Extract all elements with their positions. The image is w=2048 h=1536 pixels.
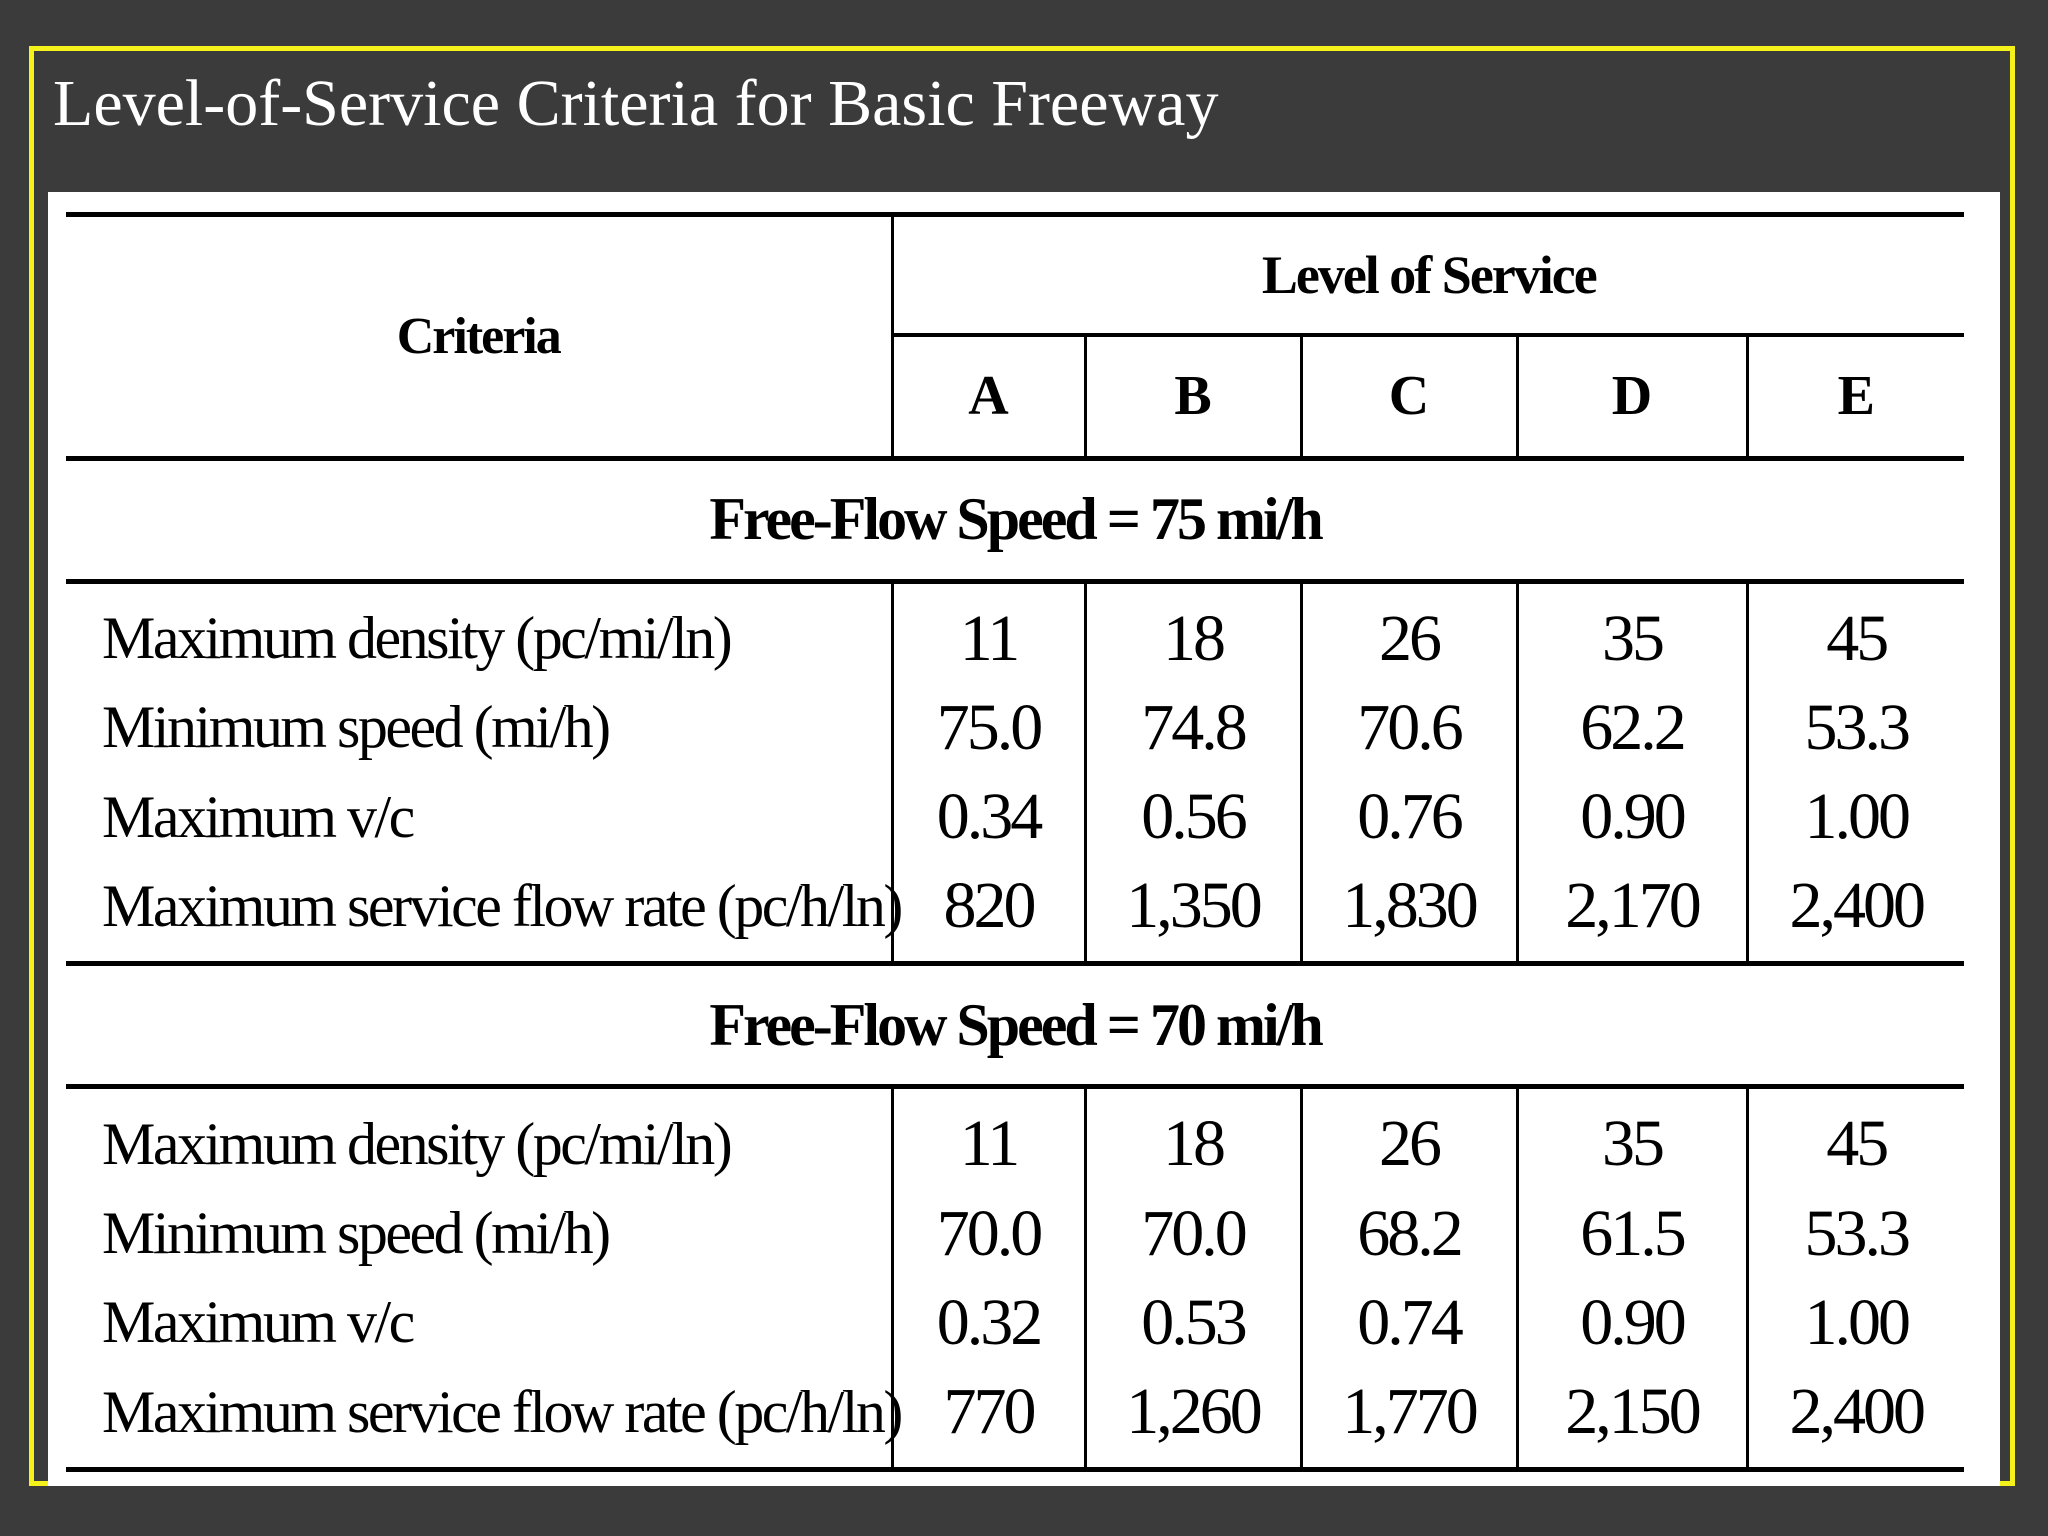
table-cell: 61.5 bbox=[1515, 1189, 1747, 1279]
table-cell: 2,150 bbox=[1515, 1367, 1747, 1470]
table-cell: 1,830 bbox=[1299, 861, 1517, 964]
table-cell: 45 bbox=[1745, 1086, 1965, 1190]
table-cell: 1.00 bbox=[1745, 772, 1965, 862]
criterion-label: Maximum v/c bbox=[102, 783, 415, 850]
table-header-row: Criteria Level of Service bbox=[66, 212, 1965, 458]
section-heading: Free-Flow Speed = 70 mi/h bbox=[66, 961, 1965, 1090]
table-cell: 11 bbox=[890, 581, 1085, 684]
table-row: Maximum v/c 0.32 0.53 0.74 0.90 1.00 bbox=[66, 1278, 1965, 1368]
table-cell: 74.8 bbox=[1083, 683, 1301, 773]
table-cell: 18 bbox=[1083, 1086, 1301, 1190]
table-row: Maximum density (pc/mi/ln) 11 18 26 35 4… bbox=[66, 1086, 1965, 1190]
table-cell: 1.00 bbox=[1745, 1278, 1965, 1368]
table-row: Maximum service flow rate (pc/h/ln) 820 … bbox=[66, 861, 1965, 964]
criterion-label: Maximum density (pc/mi/ln) bbox=[102, 605, 733, 672]
criterion-label: Minimum speed (mi/h) bbox=[102, 1200, 611, 1267]
table-cell: 1,260 bbox=[1083, 1367, 1301, 1470]
table-cell: 0.32 bbox=[890, 1278, 1085, 1368]
bottom-rule-cell bbox=[66, 1467, 1965, 1474]
table-cell: 53.3 bbox=[1745, 683, 1965, 773]
criterion-label: Minimum speed (mi/h) bbox=[102, 694, 611, 761]
table-cell: 70.6 bbox=[1299, 683, 1517, 773]
table-cell: 0.90 bbox=[1515, 1278, 1747, 1368]
slide-title: Level-of-Service Criteria for Basic Free… bbox=[53, 67, 1219, 140]
table-cell: 53.3 bbox=[1745, 1189, 1965, 1279]
table-cell: 18 bbox=[1083, 581, 1301, 684]
section-heading-row: Free-Flow Speed = 70 mi/h bbox=[66, 961, 1965, 1090]
table-row: Minimum speed (mi/h) 75.0 74.8 70.6 62.2… bbox=[66, 683, 1965, 773]
table-cell: 770 bbox=[890, 1367, 1085, 1470]
table-cell: 70.0 bbox=[890, 1189, 1085, 1279]
table-bottom-rule bbox=[66, 1467, 1965, 1474]
section-heading-row: Free-Flow Speed = 75 mi/h bbox=[66, 455, 1965, 584]
criterion-label: Maximum service flow rate (pc/h/ln) bbox=[102, 1378, 903, 1445]
table-row: Maximum density (pc/mi/ln) 11 18 26 35 4… bbox=[66, 581, 1965, 684]
table-row: Maximum v/c 0.34 0.56 0.76 0.90 1.00 bbox=[66, 772, 1965, 862]
table-cell: 26 bbox=[1299, 1086, 1517, 1190]
table-cell: 26 bbox=[1299, 581, 1517, 684]
level-header-a: A bbox=[890, 335, 1085, 458]
criterion-label: Maximum v/c bbox=[102, 1289, 415, 1356]
table-cell: 70.0 bbox=[1083, 1189, 1301, 1279]
table-cell: 0.34 bbox=[890, 772, 1085, 862]
table-cell: 2,400 bbox=[1745, 1367, 1965, 1470]
level-header-d: D bbox=[1515, 335, 1747, 458]
table-cell: 2,400 bbox=[1745, 861, 1965, 964]
table-cell: 11 bbox=[890, 1086, 1085, 1190]
table-cell: 0.90 bbox=[1515, 772, 1747, 862]
table-cell: 820 bbox=[890, 861, 1085, 964]
criteria-header: Criteria bbox=[66, 212, 892, 458]
table-cell: 0.53 bbox=[1083, 1278, 1301, 1368]
level-header-e: E bbox=[1745, 335, 1965, 458]
table-cell: 1,350 bbox=[1083, 861, 1301, 964]
section-heading: Free-Flow Speed = 75 mi/h bbox=[66, 455, 1965, 584]
table-cell: 0.56 bbox=[1083, 772, 1301, 862]
table-cell: 2,170 bbox=[1515, 861, 1747, 964]
table-panel: Criteria Level of Service A B C D E Free… bbox=[48, 192, 2000, 1486]
level-of-service-header: Level of Service bbox=[890, 212, 1965, 338]
table-cell: 0.76 bbox=[1299, 772, 1517, 862]
table-cell: 1,770 bbox=[1299, 1367, 1517, 1470]
criterion-label: Maximum service flow rate (pc/h/ln) bbox=[102, 872, 903, 939]
table-cell: 0.74 bbox=[1299, 1278, 1517, 1368]
level-header-b: B bbox=[1083, 335, 1301, 458]
table-cell: 45 bbox=[1745, 581, 1965, 684]
table-cell: 62.2 bbox=[1515, 683, 1747, 773]
criterion-label: Maximum density (pc/mi/ln) bbox=[102, 1110, 733, 1177]
level-header-c: C bbox=[1299, 335, 1517, 458]
table-cell: 68.2 bbox=[1299, 1189, 1517, 1279]
table-cell: 35 bbox=[1515, 581, 1747, 684]
level-header-row: A B C D E bbox=[66, 335, 1965, 458]
los-criteria-table: Criteria Level of Service A B C D E Free… bbox=[66, 212, 1965, 1474]
table-row: Minimum speed (mi/h) 70.0 70.0 68.2 61.5… bbox=[66, 1189, 1965, 1279]
table-cell: 35 bbox=[1515, 1086, 1747, 1190]
table-row: Maximum service flow rate (pc/h/ln) 770 … bbox=[66, 1367, 1965, 1470]
table-cell: 75.0 bbox=[890, 683, 1085, 773]
